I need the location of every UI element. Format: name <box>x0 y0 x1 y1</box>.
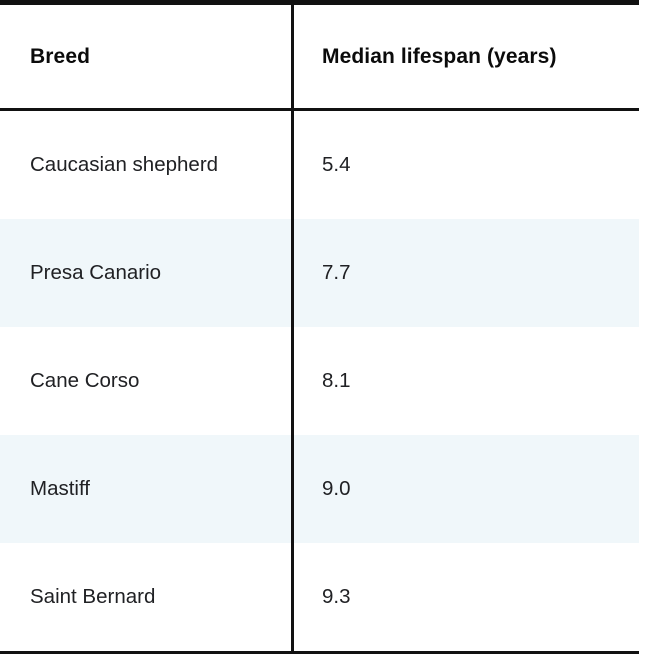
lifespan-cell: 8.1 <box>322 369 351 392</box>
table-row: Presa Canario 7.7 <box>0 219 639 327</box>
table-bottom-rule <box>0 651 639 654</box>
column-header-breed: Breed <box>30 44 91 68</box>
table-top-rule <box>0 0 639 5</box>
lifespan-cell: 5.4 <box>322 153 351 176</box>
lifespan-cell: 9.3 <box>322 585 351 608</box>
breed-cell: Caucasian shepherd <box>30 153 219 176</box>
breed-cell: Mastiff <box>30 477 90 500</box>
table-row: Caucasian shepherd 5.4 <box>0 111 639 219</box>
breed-cell: Cane Corso <box>30 369 140 392</box>
table-row: Cane Corso 8.1 <box>0 327 639 435</box>
table-row: Mastiff 9.0 <box>0 435 639 543</box>
lifespan-cell: 9.0 <box>322 477 351 500</box>
breed-cell: Saint Bernard <box>30 585 156 608</box>
column-header-median-lifespan: Median lifespan (years) <box>322 44 557 68</box>
header-divider-rule <box>0 108 639 111</box>
table-row: Saint Bernard 9.3 <box>0 543 639 651</box>
column-divider-rule <box>291 0 294 654</box>
lifespan-cell: 7.7 <box>322 261 351 284</box>
breed-cell: Presa Canario <box>30 261 162 284</box>
table-header-row: Breed Median lifespan (years) <box>0 5 639 108</box>
